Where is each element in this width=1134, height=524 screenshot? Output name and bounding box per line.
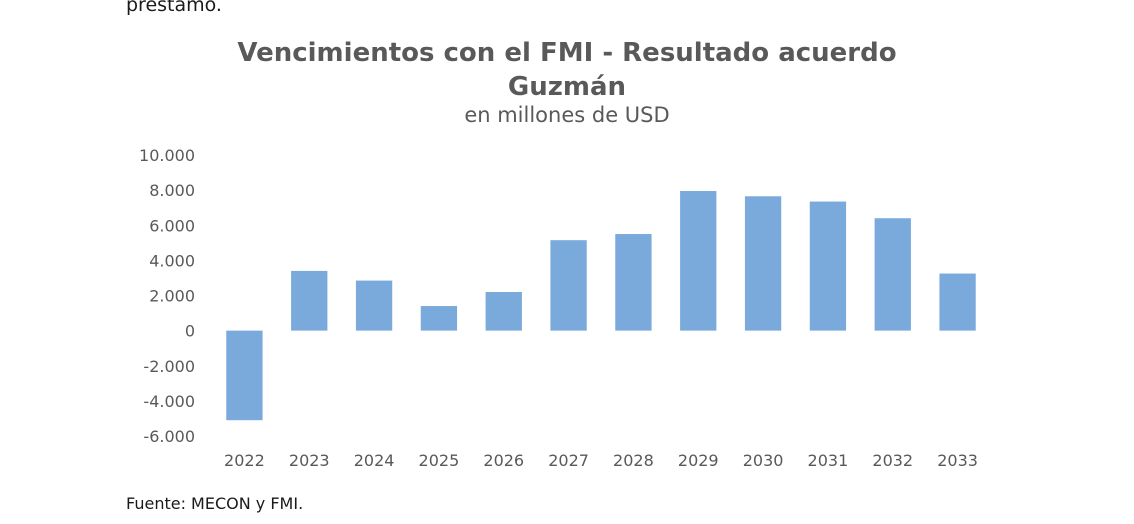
bar-2030: [744, 196, 782, 331]
x-tick-label: 2027: [548, 451, 589, 470]
y-tick-label: 4.000: [149, 251, 195, 270]
bar-2027: [550, 240, 587, 331]
bar-2023: [291, 270, 328, 331]
chart-subtitle: en millones de USD: [464, 103, 670, 127]
bars: [226, 191, 976, 421]
bar-2026: [485, 291, 522, 331]
y-tick-label: 2.000: [149, 287, 195, 306]
x-tick-label: 2023: [289, 451, 330, 470]
chart-title-line-2: Guzmán: [507, 72, 627, 102]
bar-2031: [809, 201, 847, 331]
bar-2022: [226, 330, 263, 421]
x-tick-label: 2026: [483, 451, 524, 470]
x-tick-label: 2022: [224, 451, 265, 470]
y-tick-label: 0: [185, 322, 195, 341]
y-tick-label: -4.000: [143, 392, 195, 411]
x-tick-label: 2029: [678, 451, 719, 470]
bar-2024: [355, 280, 393, 331]
y-tick-label: -2.000: [143, 357, 195, 376]
x-axis: 2022 2023 2024 2025 2026 2027 2028 2029 2030 2031…: [224, 451, 978, 470]
bar-2032: [874, 218, 911, 331]
y-axis: 10.000 8.000 6.000 4.000 2.000 0 -2.000 -4.000 -…: [139, 146, 195, 446]
chart-title: Vencimientos con el FMI - Resultado acue…: [0, 36, 1134, 104]
y-tick-label: 10.000: [139, 146, 195, 165]
preceding-paragraph-text: préstamo.: [126, 0, 222, 16]
x-tick-label: 2028: [613, 451, 654, 470]
bar-2028: [615, 234, 652, 331]
x-tick-label: 2033: [937, 451, 978, 470]
x-tick-label: 2031: [808, 451, 849, 470]
x-tick-label: 2030: [743, 451, 784, 470]
source-note: Fuente: MECON y FMI.: [126, 494, 304, 513]
bar-2025: [420, 306, 458, 331]
x-tick-label: 2032: [872, 451, 913, 470]
y-tick-label: 8.000: [149, 181, 195, 200]
x-tick-label: 2024: [354, 451, 395, 470]
y-tick-label: -6.000: [143, 427, 195, 446]
bar-2029: [680, 191, 717, 331]
chart-title-line-1: Vencimientos con el FMI - Resultado acue…: [237, 38, 897, 68]
x-tick-label: 2025: [419, 451, 460, 470]
y-tick-label: 6.000: [149, 216, 195, 235]
bar-2033: [939, 273, 976, 331]
